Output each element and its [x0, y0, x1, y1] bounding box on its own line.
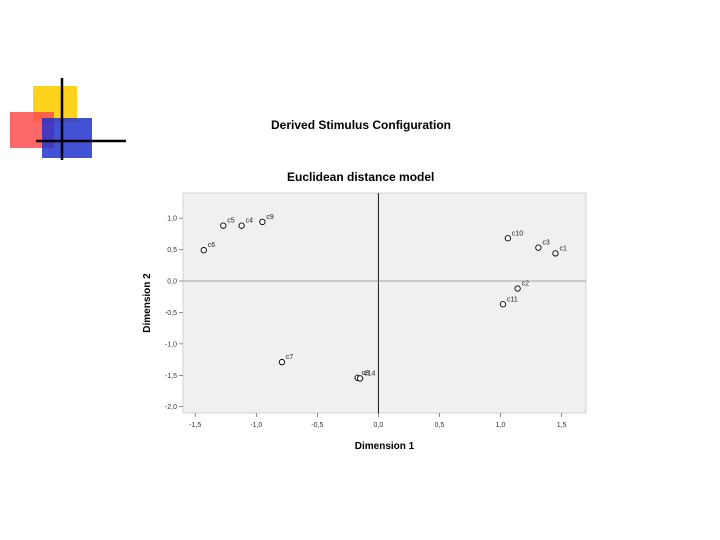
point-label-c9: c9 — [266, 214, 274, 221]
x-tick-label: 1,5 — [557, 422, 567, 429]
data-point-c6 — [200, 247, 207, 254]
x-tick-label: 0,0 — [374, 422, 384, 429]
data-point-c7 — [278, 358, 286, 366]
y-tick-label: 0,0 — [167, 279, 177, 286]
y-tick-label: 1,0 — [167, 216, 177, 223]
point-label-c10: c10 — [512, 230, 523, 237]
y-axis: 1,0 0,5 0,0 -0,5 -1,0 -1,5 -2,0 — [165, 216, 183, 411]
data-point-c4 — [238, 222, 245, 229]
point-label-c2: c2 — [522, 281, 530, 288]
point-label-c6: c6 — [208, 242, 216, 249]
point-label-c3: c3 — [542, 240, 550, 247]
x-tick-label: 0,5 — [435, 422, 445, 429]
x-tick-label: -0,5 — [311, 422, 323, 429]
point-label-c5: c5 — [227, 218, 235, 225]
data-point-c10 — [504, 235, 511, 242]
data-point-c5 — [220, 222, 227, 229]
data-point-c9 — [259, 218, 266, 226]
point-label-c11: c11 — [507, 296, 518, 303]
data-point-c3 — [535, 244, 542, 251]
y-axis-label: Dimension 2 — [142, 273, 153, 333]
data-point-c11 — [499, 301, 507, 308]
data-points: c1 c2 c3 c4 c5 c6 c7 c8 c9 c10 c11 c14 — [200, 214, 567, 382]
point-label-c14: c14 — [364, 370, 375, 377]
y-tick-label: -0,5 — [165, 310, 177, 317]
x-axis-label: Dimension 1 — [355, 441, 415, 452]
x-tick-label: -1,0 — [250, 422, 262, 429]
y-tick-label: -1,0 — [165, 341, 177, 348]
y-tick-label: -1,5 — [165, 373, 177, 380]
point-label-c1: c1 — [559, 245, 567, 252]
decoration-blue-square — [42, 118, 92, 158]
slide-decoration — [10, 78, 126, 160]
x-tick-label: -1,5 — [189, 422, 201, 429]
point-label-c8: c8 — [362, 370, 370, 377]
y-tick-label: 0,5 — [167, 247, 177, 254]
x-axis: -1,5 -1,0 -0,5 0,0 0,5 1,0 1,5 — [189, 413, 567, 429]
x-tick-label: 1,0 — [496, 422, 506, 429]
point-label-c7: c7 — [286, 354, 294, 361]
page-title: Derived Stimulus Configuration — [271, 118, 452, 132]
point-label-c4: c4 — [246, 218, 254, 225]
data-point-c14 — [356, 375, 364, 382]
data-point-c2 — [514, 285, 521, 292]
data-point-c1 — [552, 250, 559, 257]
plot-area — [182, 192, 587, 414]
y-tick-label: -2,0 — [165, 404, 177, 411]
chart-title: Euclidean distance model — [287, 170, 435, 184]
